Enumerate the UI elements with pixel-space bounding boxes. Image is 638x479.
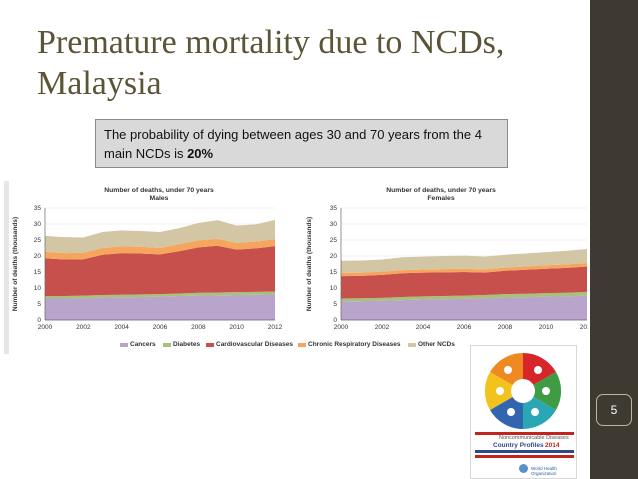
cover-year: 2014 [545,442,560,449]
chart-title-males: Number of deaths, under 70 years [104,187,214,194]
y-tick-label-females: 20 [330,253,338,260]
x-tick-label-females: 2000 [334,324,349,331]
cover-title: Noncommunicable Diseases [499,435,569,441]
charts-panel: 0 5 10 15 20 25 30 35 2000 2002 2004 2006 2008 2010 20… [4,181,595,354]
legend-swatch-cancers [120,342,128,347]
x-tick-label-females: 2002 [375,324,390,331]
x-tick-label-females: 2008 [498,324,513,331]
y-tick-label-males: 10 [34,285,42,292]
heart-icon [534,366,542,374]
y-tick-label-females: 10 [330,285,338,292]
legend-item-cancers: Cancers [120,341,156,348]
x-tick-label-females: 2004 [416,324,431,331]
legend-item-respiratory: Chronic Respiratory Diseases [298,341,400,348]
x-tick-label-males: 2004 [114,324,129,331]
x-tick-label-males: 2010 [229,324,244,331]
y-tick-label-females: 5 [333,301,337,308]
chart-title-females: Number of deaths, under 70 years [386,187,496,194]
x-tick-label-males: 2000 [38,324,53,331]
x-tick-label-males: 2002 [76,324,91,331]
bottle-icon [504,366,512,374]
legend-swatch-cardiovascular [206,342,214,347]
x-tick-label-males: 2008 [191,324,206,331]
y-tick-label-females: 35 [330,205,338,212]
area-diabetes-males [45,291,275,299]
x-tick-label-males: 2006 [153,324,168,331]
ncd-wheel-graphic [484,352,562,430]
area-cancers-males [45,294,275,320]
y-axis-label-females: Number of deaths (thousands) [306,217,313,311]
legend-swatch-diabetes [163,342,171,347]
cover-stripe-red [475,432,574,435]
legend-label-respiratory: Chronic Respiratory Diseases [308,341,401,348]
y-tick-label-females: 15 [330,269,338,276]
legend-swatch-respiratory [298,342,306,347]
wheel-segment-teal [523,391,556,430]
legend-label-diabetes: Diabetes [173,341,201,348]
area-cardiovascular-males [45,245,275,296]
x-tick-label-males: 2012 [268,324,283,331]
legend-label-cardiovascular: Cardiovascular Diseases [216,341,293,348]
area-respiratory-males [45,238,275,260]
y-tick-label-males: 20 [34,253,42,260]
y-tick-label-males: 15 [34,269,42,276]
who-logo-icon [519,464,528,473]
slide-title: Premature mortality due to NCDs, Malaysi… [37,24,505,102]
y-axis-label-males: Number of deaths (thousands) [12,217,19,311]
area-other-females [341,248,587,273]
probability-callout: The probability of dying between ages 30… [95,119,508,168]
chart-subtitle-males: Males [150,195,169,202]
callout-text: The probability of dying between ages 30… [104,127,482,161]
y-tick-label-males: 5 [37,301,41,308]
area-cardiovascular-females [341,266,587,299]
cigarette-icon [496,387,504,395]
plate-icon [542,387,550,395]
cover-stripe-red-2 [475,455,574,458]
y-tick-label-females: 0 [333,317,337,324]
x-tick-label-females: 2012 [580,324,588,331]
legend-item-cardiovascular: Cardiovascular Diseases [206,341,293,348]
slide-number: 5 [596,394,632,426]
callout-bold-value: 20% [187,146,214,161]
area-other-males [45,219,275,254]
lungs-icon [507,408,515,416]
y-tick-label-females: 30 [330,221,338,228]
legend-label-cancers: Cancers [130,341,156,348]
legend-label-other: Other NCDs [418,341,455,348]
y-tick-label-males: 30 [34,221,42,228]
runner-icon [531,408,539,416]
x-tick-label-females: 2006 [457,324,472,331]
wheel-segment-blue [490,391,523,430]
y-tick-label-males: 25 [34,237,42,244]
legend-item-other: Other NCDs [408,341,455,348]
x-tick-label-females: 2010 [539,324,554,331]
area-diabetes-females [341,291,587,302]
legend-swatch-other [408,342,416,347]
area-respiratory-females [341,263,587,277]
chart-subtitle-females: Females [427,195,454,202]
chart-legend: Cancers Diabetes Cardiovascular Diseases… [120,341,560,353]
y-tick-label-males: 35 [34,205,42,212]
y-tick-label-males: 0 [37,317,41,324]
area-cancers-females [341,295,587,320]
y-tick-label-females: 25 [330,237,338,244]
who-country-profiles-cover: Noncommunicable Diseases Country Profile… [470,345,577,479]
wheel-center [511,379,535,403]
who-logo-text: World Health Organization [531,466,557,476]
cover-subtitle: Country Profiles [493,442,544,449]
legend-item-diabetes: Diabetes [163,341,200,348]
cover-stripe-blue [475,450,574,453]
